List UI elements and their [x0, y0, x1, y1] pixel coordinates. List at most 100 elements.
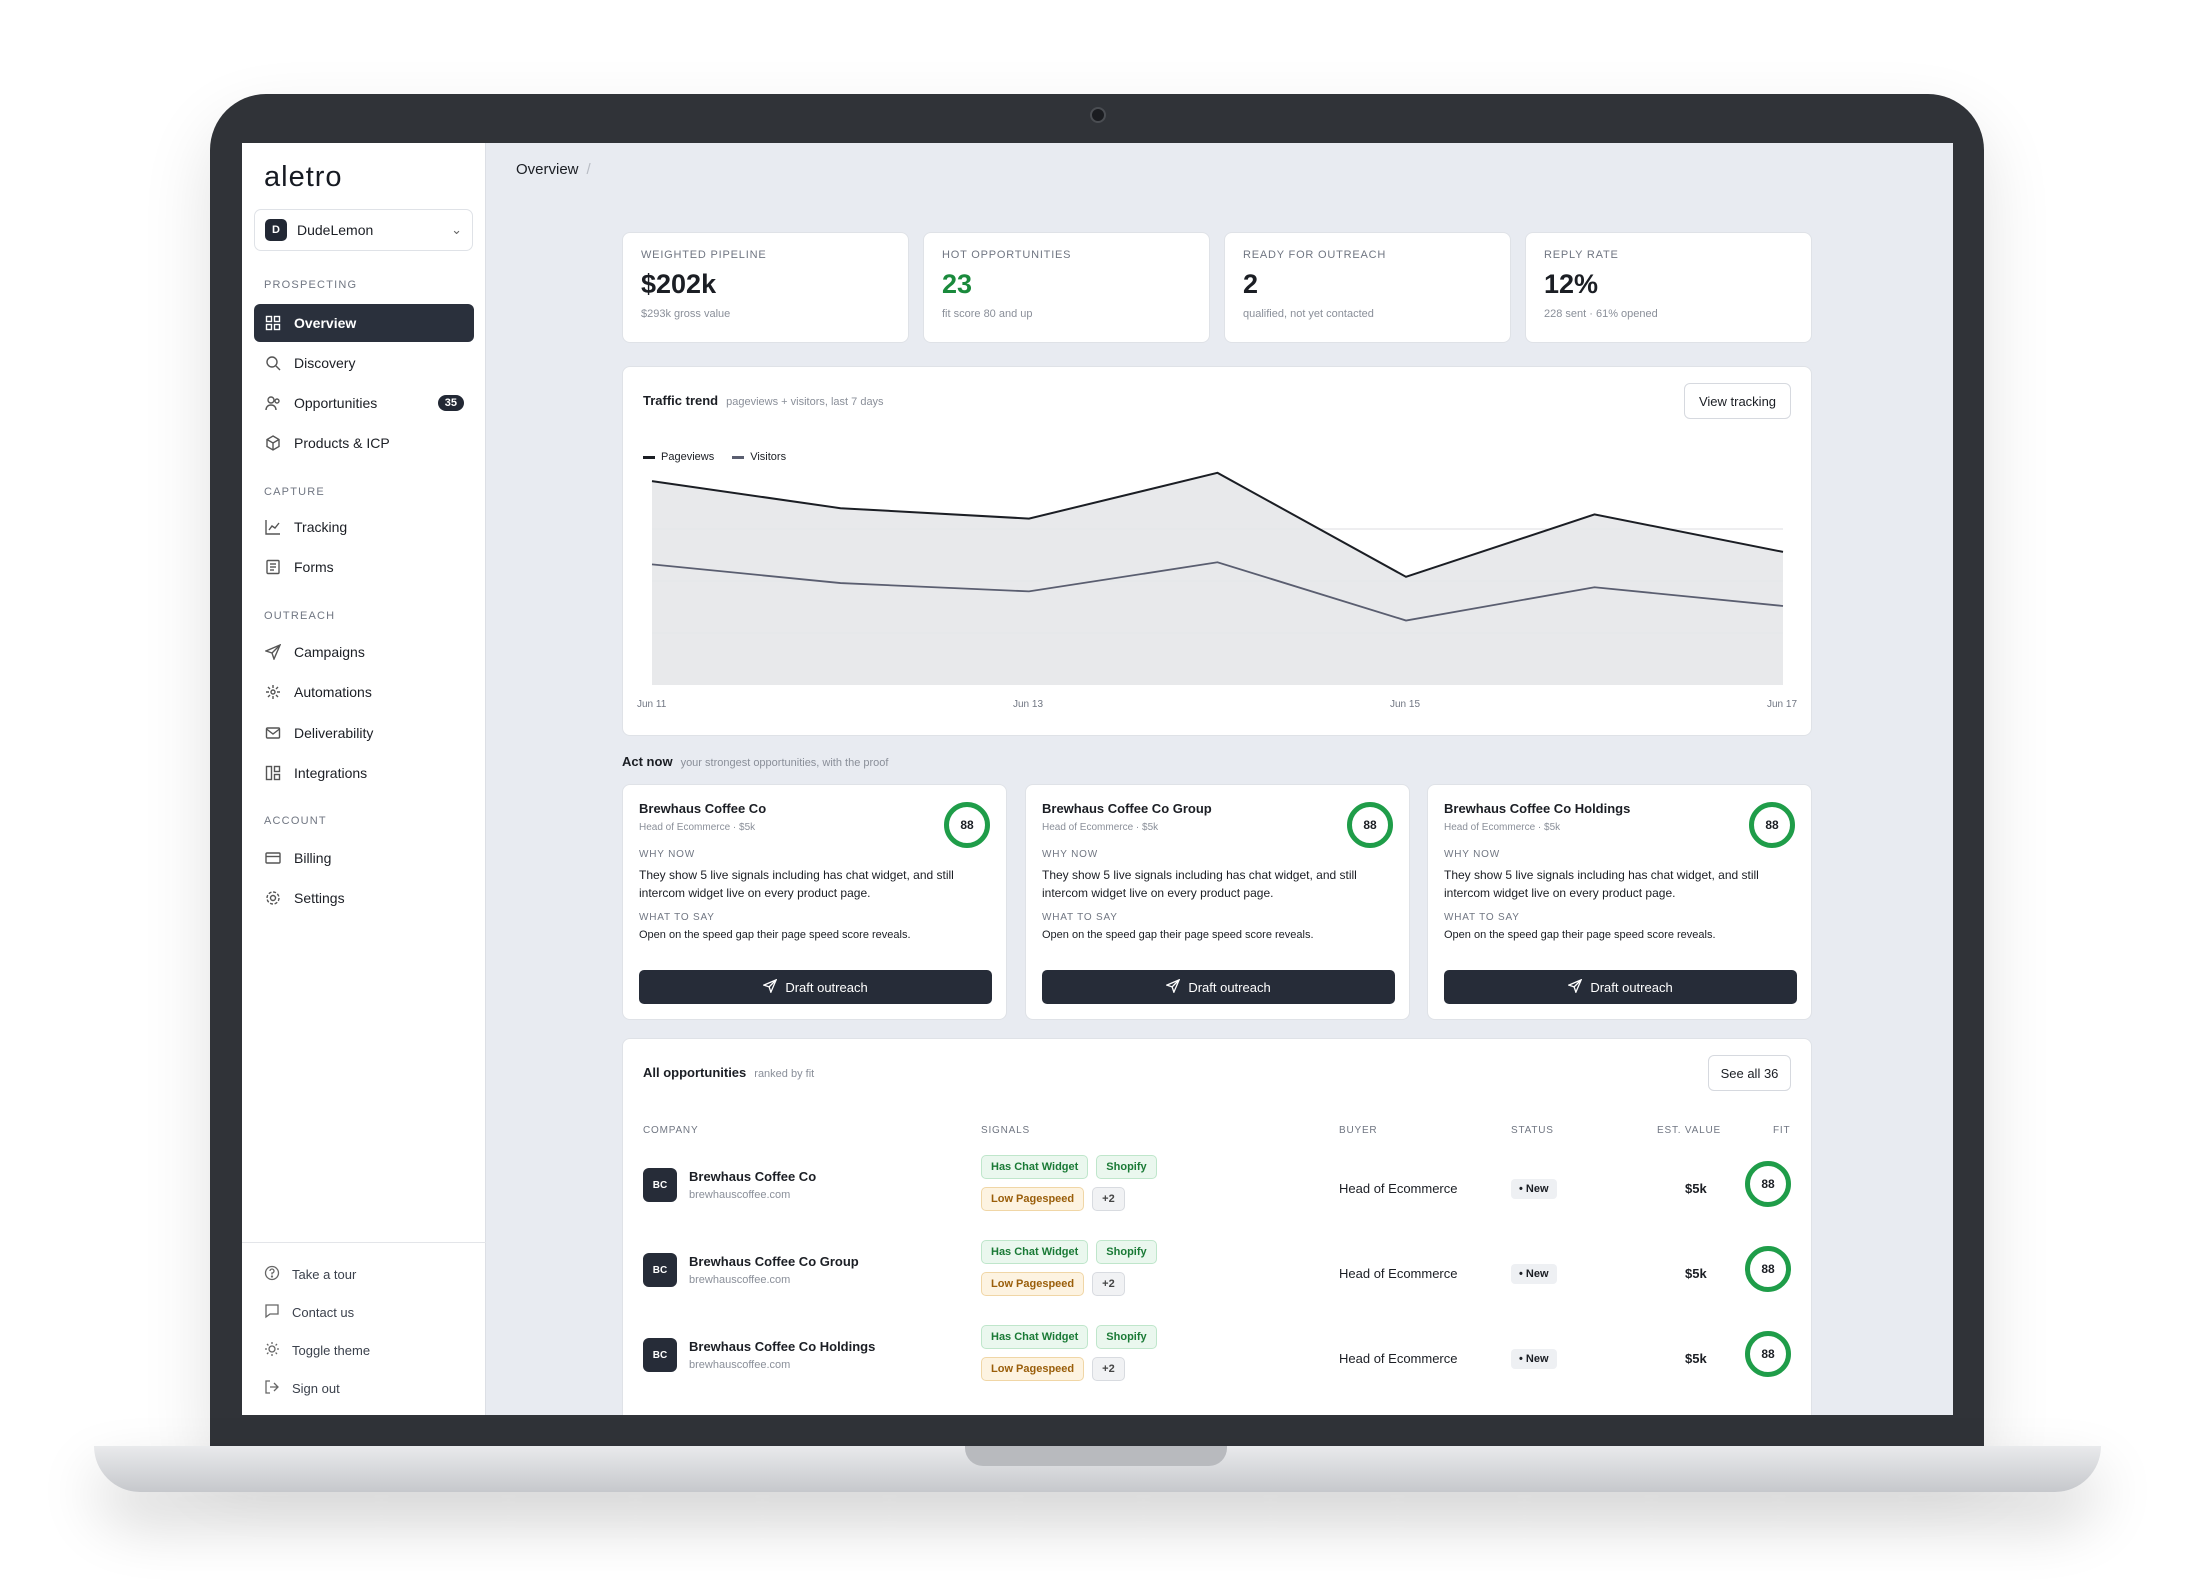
company-avatar: BC	[643, 1338, 677, 1372]
sidebar-item-label: Opportunities	[294, 395, 378, 411]
mail-icon	[264, 724, 282, 742]
sign-out-button[interactable]: Sign out	[254, 1371, 474, 1405]
kpi-subtext: qualified, not yet contacted	[1243, 308, 1374, 320]
signal-tag: Has Chat Widget	[981, 1155, 1089, 1179]
chart-line-icon	[264, 518, 282, 536]
sidebar-item-label: Forms	[294, 559, 334, 575]
traffic-title: Traffic trend pageviews + visitors, last …	[643, 393, 884, 408]
column-header-signals: SIGNALS	[981, 1125, 1030, 1136]
sidebar-item-overview[interactable]: Overview	[254, 304, 474, 342]
opportunity-name: Brewhaus Coffee Co	[639, 801, 767, 816]
toggle-theme-button[interactable]: Toggle theme	[254, 1333, 474, 1367]
opportunity-name: Brewhaus Coffee Co Holdings	[1444, 801, 1631, 816]
sidebar-item-products[interactable]: Products & ICP	[254, 424, 474, 462]
table-row[interactable]: BC Brewhaus Coffee Co brewhauscoffee.com…	[623, 1155, 1813, 1240]
fit-score-ring: 88	[1745, 1246, 1791, 1292]
signals-list: Has Chat Widget Shopify Low Pagespeed +2	[981, 1325, 1181, 1381]
act-now-subtitle: your strongest opportunities, with the p…	[680, 757, 889, 769]
section-account: ACCOUNT	[264, 815, 327, 827]
credit-card-icon	[264, 849, 282, 867]
company-domain: brewhauscoffee.com	[689, 1274, 791, 1286]
sidebar-item-label: Overview	[294, 315, 357, 331]
sidebar-item-opportunities[interactable]: Opportunities 35	[254, 384, 474, 422]
opportunity-card: Brewhaus Coffee Co Holdings Head of Ecom…	[1427, 784, 1812, 1020]
legend-pageviews: Pageviews	[643, 451, 714, 463]
opportunity-card: Brewhaus Coffee Co Head of Ecommerce · $…	[622, 784, 1007, 1020]
kpi-value: 2	[1243, 269, 1259, 299]
search-icon	[264, 354, 282, 372]
sidebar-item-forms[interactable]: Forms	[254, 548, 474, 586]
pageviews-area	[652, 472, 1783, 685]
opportunity-name: Brewhaus Coffee Co Group	[1042, 801, 1212, 816]
fit-score-ring: 88	[1745, 1331, 1791, 1377]
more-signals-tag[interactable]: +2	[1092, 1357, 1125, 1381]
kpi-card-reply-rate: REPLY RATE 12% 228 sent · 61% opened	[1525, 232, 1812, 343]
why-now-text: They show 5 live signals including has c…	[1042, 868, 1357, 900]
sidebar-item-tracking[interactable]: Tracking	[254, 508, 474, 546]
sidebar-item-label: Deliverability	[294, 725, 374, 741]
draft-outreach-button[interactable]: Draft outreach	[1444, 970, 1797, 1004]
sidebar-item-discovery[interactable]: Discovery	[254, 344, 474, 382]
signal-tag: Shopify	[1096, 1325, 1157, 1349]
signal-tag: Low Pagespeed	[981, 1187, 1085, 1211]
what-to-say-text: Open on the speed gap their page speed s…	[1444, 929, 1716, 941]
column-header-status: STATUS	[1511, 1125, 1554, 1136]
chart-legend: Pageviews Visitors	[643, 451, 786, 463]
sparkle-icon	[264, 683, 282, 701]
x-tick-label: Jun 11	[637, 699, 667, 710]
act-now-heading: Act now your strongest opportunities, wit…	[622, 754, 889, 769]
view-tracking-button[interactable]: View tracking	[1684, 383, 1791, 419]
fit-score-ring: 88	[1347, 802, 1393, 848]
company-avatar: BC	[643, 1253, 677, 1287]
table-row[interactable]: BC Brewhaus Coffee Co Group brewhauscoff…	[623, 1240, 1813, 1325]
kpi-label: REPLY RATE	[1544, 249, 1619, 261]
send-icon	[762, 978, 778, 996]
sidebar-item-campaigns[interactable]: Campaigns	[254, 633, 474, 671]
kpi-card-pipeline: WEIGHTED PIPELINE $202k $293k gross valu…	[622, 232, 909, 343]
company-name: Brewhaus Coffee Co Holdings	[689, 1339, 876, 1354]
sidebar-item-automations[interactable]: Automations	[254, 673, 474, 711]
sidebar-item-billing[interactable]: Billing	[254, 839, 474, 877]
workspace-switcher[interactable]: D DudeLemon ⌄	[254, 209, 473, 251]
send-icon	[264, 643, 282, 661]
fit-score-ring: 88	[1749, 802, 1795, 848]
estimated-value: $5k	[1685, 1266, 1707, 1281]
signal-tag: Low Pagespeed	[981, 1272, 1085, 1296]
draft-outreach-button[interactable]: Draft outreach	[639, 970, 992, 1004]
see-all-button[interactable]: See all 36	[1708, 1055, 1791, 1091]
company-domain: brewhauscoffee.com	[689, 1189, 791, 1201]
section-outreach: OUTREACH	[264, 610, 336, 622]
estimated-value: $5k	[1685, 1351, 1707, 1366]
help-circle-icon	[264, 1265, 280, 1284]
opportunity-card: Brewhaus Coffee Co Group Head of Ecommer…	[1025, 784, 1410, 1020]
sidebar-footer-divider	[242, 1242, 486, 1243]
estimated-value: $5k	[1685, 1181, 1707, 1196]
sign-out-label: Sign out	[292, 1380, 340, 1396]
app-screen: aletro D DudeLemon ⌄ PROSPECTING Overvie…	[242, 143, 1953, 1415]
sidebar-item-deliverability[interactable]: Deliverability	[254, 714, 474, 752]
signal-tag: Low Pagespeed	[981, 1357, 1085, 1381]
take-tour-label: Take a tour	[292, 1266, 357, 1282]
what-to-say-label: WHAT TO SAY	[1444, 912, 1520, 923]
buyer-role: Head of Ecommerce	[1339, 1351, 1458, 1366]
kpi-label: HOT OPPORTUNITIES	[942, 249, 1072, 261]
take-tour-link[interactable]: Take a tour	[254, 1257, 474, 1291]
sidebar-item-integrations[interactable]: Integrations	[254, 754, 474, 792]
buyer-role: Head of Ecommerce	[1339, 1181, 1458, 1196]
company-avatar: BC	[643, 1168, 677, 1202]
why-now-text: They show 5 live signals including has c…	[639, 868, 954, 900]
more-signals-tag[interactable]: +2	[1092, 1272, 1125, 1296]
sidebar-item-settings[interactable]: Settings	[254, 879, 474, 917]
opportunities-count-badge: 35	[437, 395, 464, 411]
more-signals-tag[interactable]: +2	[1092, 1187, 1125, 1211]
table-row[interactable]: BC Brewhaus Coffee Co Holdings brewhausc…	[623, 1325, 1813, 1410]
column-header-buyer: BUYER	[1339, 1125, 1378, 1136]
section-capture: CAPTURE	[264, 486, 325, 498]
contact-us-link[interactable]: Contact us	[254, 1295, 474, 1329]
opportunity-meta: Head of Ecommerce · $5k	[639, 822, 756, 833]
draft-outreach-button[interactable]: Draft outreach	[1042, 970, 1395, 1004]
gear-icon	[264, 889, 282, 907]
sidebar-item-label: Automations	[294, 684, 372, 700]
kpi-card-hot-opportunities: HOT OPPORTUNITIES 23 fit score 80 and up	[923, 232, 1210, 343]
fit-score-ring: 88	[1745, 1161, 1791, 1207]
